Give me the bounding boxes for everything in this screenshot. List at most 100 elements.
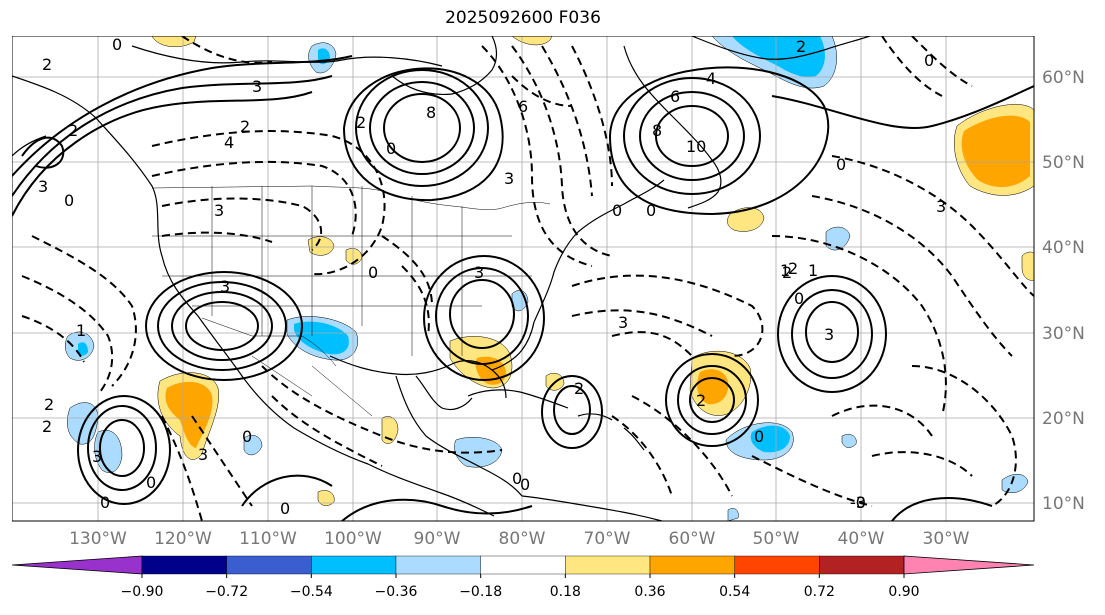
colorbar-segment — [649, 555, 735, 575]
lon-label: 40°W — [838, 529, 885, 546]
negative-anomaly-atl-3 — [841, 434, 857, 448]
contour-carib-trough-3 — [751, 455, 873, 507]
contour-label: 3 — [824, 325, 834, 344]
contour-south-2 — [341, 498, 533, 521]
contour-label: 2 — [782, 263, 792, 282]
contour-pac-trough-2 — [21, 275, 114, 393]
contour-atl-big-4 — [911, 365, 1017, 507]
contour-high-se-2 — [435, 267, 529, 365]
negative-anomaly-atl-1 — [825, 226, 851, 251]
contour-label: 0 — [794, 289, 804, 308]
gulf-coast — [329, 355, 507, 399]
lat-label: 20°N — [1042, 409, 1085, 429]
contour-label: 1 — [808, 261, 818, 280]
contour-trough-central-2 — [151, 160, 357, 237]
yucatan — [415, 375, 473, 411]
negative-anomaly-pacific-w-core — [78, 342, 88, 356]
contour-high-canada-4 — [343, 67, 504, 202]
contour-high-carib-2 — [541, 375, 603, 449]
shaded-anomalies — [65, 36, 1034, 521]
mexico-states — [251, 355, 373, 417]
contour-label: 3 — [618, 313, 628, 332]
contour-high-canada-3 — [355, 69, 489, 187]
negative-contours — [21, 36, 1034, 521]
contour-label: 0 — [100, 493, 110, 512]
north-america-west-coast — [12, 75, 495, 517]
contour-label: 0 — [64, 191, 74, 210]
lat-label: 10°N — [1042, 494, 1085, 514]
colorbar-svg: −0.90 −0.72 −0.54 −0.36 −0.18 0.18 0.36 0.54 0.7… — [11, 555, 1035, 600]
contour-atl-trough-3 — [611, 331, 693, 357]
contour-pac-trough-3 — [21, 315, 85, 363]
contour-atl-big-2 — [811, 195, 1013, 357]
positive-anomaly-atlantic-ne-core — [961, 115, 1030, 187]
lon-label: 120°W — [154, 529, 212, 546]
contour-label: 1 — [76, 321, 86, 340]
contour-label: -3 — [850, 493, 866, 512]
colorbar-segment — [141, 555, 227, 575]
negative-anomaly-tropical-core — [750, 425, 790, 453]
colorbar-tick-label: −0.36 — [375, 584, 418, 600]
colorbar-tick-label: −0.72 — [205, 584, 248, 600]
contour-high-west-4 — [145, 271, 303, 381]
lon-label: 130°W — [69, 529, 127, 546]
lat-label: 40°N — [1042, 238, 1085, 258]
contour-gulf-trough-4 — [161, 415, 203, 521]
contour-label-layer: 3 0 2 0 2 3 2 4 8 6 2 3 0 3 3 0 3 0 1 2 … — [38, 36, 946, 518]
contour-high-atl-3 — [777, 275, 887, 393]
contour-atl-low-1 — [831, 404, 933, 437]
contour-label: 8 — [652, 121, 662, 140]
colorbar-segment — [226, 555, 312, 575]
contour-label: 3 — [38, 177, 48, 196]
lon-label: 100°W — [324, 529, 382, 546]
contour-label: 0 — [112, 36, 122, 54]
contour-label: 3 — [214, 201, 224, 220]
contour-high-trop-1 — [689, 377, 735, 423]
colorbar-segment — [819, 555, 905, 575]
contour-atl-lower — [891, 497, 993, 521]
colorbar-tick-label: 0.72 — [804, 584, 835, 600]
hudson-bay — [391, 36, 498, 96]
contour-high-labrador-2 — [639, 91, 745, 181]
contour-mid-1 — [381, 235, 433, 307]
contour-pac-w — [21, 136, 65, 169]
contour-high-pac-3 — [77, 395, 171, 505]
map-area: 3 0 2 0 2 3 2 4 8 6 2 3 0 3 3 0 3 0 1 2 … — [12, 36, 1034, 521]
contour-label: 3 — [252, 77, 262, 96]
contour-trough-central-4 — [161, 231, 273, 243]
colorbar-tick-label: 0.90 — [888, 584, 919, 600]
contour-pac-trough-1 — [31, 235, 137, 387]
contour-label: 0 — [386, 139, 396, 158]
contour-high-carib-1 — [553, 385, 591, 435]
contour-label: 0 — [280, 499, 290, 518]
contour-atl-n-2 — [881, 36, 943, 97]
contour-high-labrador-3 — [623, 77, 761, 195]
contour-atl-ridge — [771, 85, 1034, 130]
contour-gulf-trough-1 — [261, 365, 503, 454]
contour-carib-trough-2 — [631, 395, 733, 497]
contour-south-1 — [241, 474, 333, 507]
contour-label: 2 — [44, 395, 54, 414]
colorbar-tick-label: 0.18 — [550, 584, 581, 600]
east-coast — [533, 179, 665, 323]
lon-label: 80°W — [499, 529, 546, 546]
contour-label: 3 — [504, 169, 514, 188]
colorbar-segment — [311, 555, 397, 575]
contour-label: 6 — [518, 97, 528, 116]
contour-nw-ridge-3 — [12, 55, 353, 177]
contour-label: 2 — [42, 417, 52, 436]
contour-high-se-3 — [423, 255, 545, 381]
contour-label: 0 — [520, 475, 530, 494]
us-canada-border — [151, 185, 551, 210]
lon-label: 30°W — [923, 529, 970, 546]
contour-label: 3 — [220, 277, 230, 296]
negative-anomaly-central-core — [294, 321, 349, 355]
contour-label: 0 — [512, 469, 522, 488]
contour-label: 4 — [224, 133, 234, 152]
positive-anomaly-pacific-core — [165, 381, 213, 448]
contour-atl-trough-2 — [571, 309, 713, 337]
latitude-axis: 60°N 50°N 40°N 30°N 20°N 10°N — [1042, 68, 1085, 514]
lon-label: 90°W — [414, 529, 461, 546]
contour-label: 6 — [670, 87, 680, 106]
positive-anomaly-small-8 — [1021, 251, 1034, 281]
